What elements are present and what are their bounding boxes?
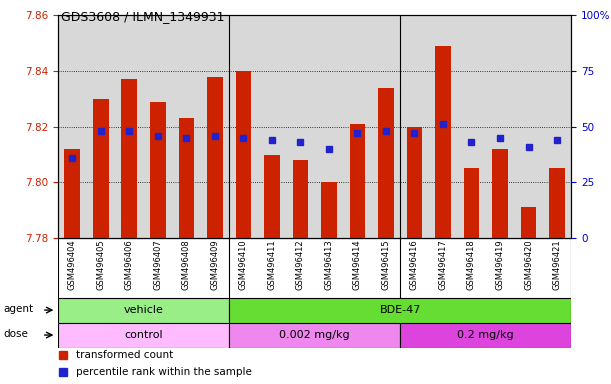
Text: GSM496404: GSM496404 xyxy=(68,239,77,290)
Text: GSM496420: GSM496420 xyxy=(524,239,533,290)
Bar xyxy=(58,298,229,323)
Text: GSM496421: GSM496421 xyxy=(552,239,562,290)
Bar xyxy=(122,79,137,238)
Text: GSM496418: GSM496418 xyxy=(467,239,476,290)
Text: 0.2 mg/kg: 0.2 mg/kg xyxy=(458,330,514,340)
Bar xyxy=(178,118,194,238)
Text: GSM496406: GSM496406 xyxy=(125,239,134,290)
Text: percentile rank within the sample: percentile rank within the sample xyxy=(76,367,252,377)
Bar xyxy=(150,102,166,238)
Text: GSM496412: GSM496412 xyxy=(296,239,305,290)
Text: vehicle: vehicle xyxy=(123,305,164,315)
Text: GSM496414: GSM496414 xyxy=(353,239,362,290)
Text: GSM496408: GSM496408 xyxy=(182,239,191,290)
Bar xyxy=(492,149,508,238)
Text: GSM496416: GSM496416 xyxy=(410,239,419,290)
Text: BDE-47: BDE-47 xyxy=(379,305,421,315)
Text: GSM496419: GSM496419 xyxy=(496,239,505,290)
Text: GSM496417: GSM496417 xyxy=(439,239,447,290)
Text: GSM496413: GSM496413 xyxy=(324,239,334,290)
Text: GSM496409: GSM496409 xyxy=(210,239,219,290)
Text: GSM496415: GSM496415 xyxy=(381,239,390,290)
Text: dose: dose xyxy=(3,329,27,339)
Text: GSM496410: GSM496410 xyxy=(239,239,248,290)
Bar xyxy=(207,77,223,238)
Bar xyxy=(321,182,337,238)
Text: control: control xyxy=(124,330,163,340)
Text: GSM496411: GSM496411 xyxy=(268,239,276,290)
Bar xyxy=(549,169,565,238)
Bar xyxy=(236,71,251,238)
Bar xyxy=(293,160,309,238)
Bar xyxy=(229,298,571,323)
Bar xyxy=(349,124,365,238)
Text: GDS3608 / ILMN_1349931: GDS3608 / ILMN_1349931 xyxy=(61,10,225,23)
Bar xyxy=(58,323,229,348)
Bar xyxy=(65,149,80,238)
Text: transformed count: transformed count xyxy=(76,350,174,360)
Bar xyxy=(264,155,280,238)
Text: GSM496407: GSM496407 xyxy=(153,239,163,290)
Bar xyxy=(464,169,480,238)
Text: 0.002 mg/kg: 0.002 mg/kg xyxy=(279,330,350,340)
Text: GSM496405: GSM496405 xyxy=(97,239,105,290)
Bar xyxy=(521,207,536,238)
Bar xyxy=(407,127,422,238)
Bar xyxy=(435,46,451,238)
Text: agent: agent xyxy=(3,304,33,314)
Bar xyxy=(93,99,109,238)
Bar xyxy=(229,323,400,348)
Bar xyxy=(400,323,571,348)
Bar xyxy=(378,88,394,238)
